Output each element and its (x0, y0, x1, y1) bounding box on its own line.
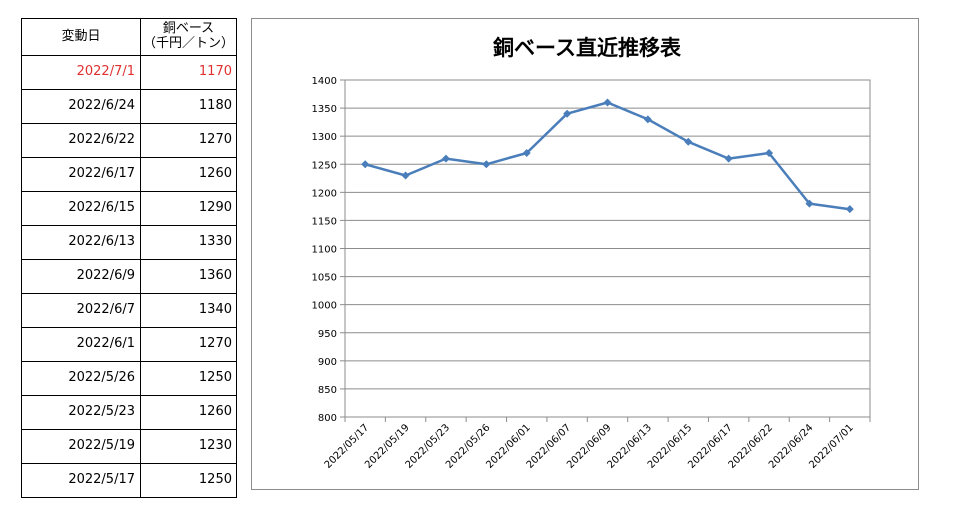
y-tick-label: 1100 (312, 245, 337, 256)
data-point (522, 149, 531, 158)
header-price-line2: （千円／トン） (143, 36, 235, 51)
y-tick-label: 1400 (312, 76, 337, 87)
y-tick-label: 950 (318, 329, 337, 340)
row-price: 1260 (140, 157, 237, 192)
table-row: 2022/7/1 1170 (21, 55, 237, 90)
table-row: 2022/6/22 1270 (21, 123, 237, 158)
row-price: 1330 (140, 225, 237, 260)
row-date: 2022/6/22 (21, 123, 141, 158)
row-price: 1270 (140, 327, 237, 362)
header-price: 銅ベース （千円／トン） (140, 18, 237, 56)
header-date: 変動日 (21, 18, 141, 56)
table-row: 2022/5/19 1230 (21, 429, 237, 464)
row-price: 1170 (140, 55, 237, 90)
table-row: 2022/6/17 1260 (21, 157, 237, 192)
y-tick-label: 850 (318, 385, 337, 396)
row-date: 2022/5/19 (21, 429, 141, 464)
y-axis: 800 850 900 950 1000 1050 1100 1150 1200 1250 1300… (312, 76, 337, 424)
row-date: 2022/5/26 (21, 361, 141, 396)
data-point (724, 154, 733, 163)
y-tick-label: 800 (318, 413, 337, 424)
row-price: 1250 (140, 361, 237, 396)
table-row: 2022/6/1 1270 (21, 327, 237, 362)
row-date: 2022/6/9 (21, 259, 141, 294)
grid-lines (340, 79, 871, 422)
row-price: 1260 (140, 395, 237, 430)
table-row: 2022/6/7 1340 (21, 293, 237, 328)
data-point (603, 98, 612, 107)
data-point (765, 149, 774, 158)
row-date: 2022/6/15 (21, 191, 141, 226)
table-row: 2022/5/17 1250 (21, 463, 237, 498)
x-axis: 2022/05/172022/05/192022/05/232022/05/26… (323, 422, 856, 471)
y-tick-label: 1350 (312, 104, 337, 115)
row-date: 2022/6/13 (21, 225, 141, 260)
table-row: 2022/6/24 1180 (21, 89, 237, 124)
series-line (364, 101, 850, 211)
data-point (361, 160, 370, 169)
data-point (684, 137, 693, 146)
data-point (845, 205, 854, 214)
row-date: 2022/5/17 (21, 463, 141, 498)
row-price: 1340 (140, 293, 237, 328)
line-chart: 銅ベース直近推移表 800 850 900 950 1000 1050 1100 1150 12… (312, 36, 871, 471)
row-date: 2022/5/23 (21, 395, 141, 430)
y-tick-label: 1050 (312, 273, 337, 284)
table-row: 2022/5/23 1260 (21, 395, 237, 430)
row-price: 1290 (140, 191, 237, 226)
row-price: 1180 (140, 89, 237, 124)
row-date: 2022/7/1 (21, 55, 141, 90)
table-row: 2022/5/26 1250 (21, 361, 237, 396)
row-date: 2022/6/24 (21, 89, 141, 124)
row-price: 1230 (140, 429, 237, 464)
price-table: 変動日 銅ベース （千円／トン） 2022/7/1 1170 2022/6/24 11… (21, 18, 237, 498)
data-point (441, 154, 450, 163)
row-price: 1250 (140, 463, 237, 498)
y-tick-label: 1250 (312, 160, 337, 171)
table-row: 2022/6/15 1290 (21, 191, 237, 226)
y-tick-label: 1000 (312, 301, 337, 312)
y-tick-label: 1300 (312, 132, 337, 143)
row-price: 1360 (140, 259, 237, 294)
data-point (805, 199, 814, 208)
data-point (563, 109, 572, 118)
row-date: 2022/6/7 (21, 293, 141, 328)
header-price-line1: 銅ベース (162, 21, 215, 37)
y-tick-label: 1150 (312, 216, 337, 227)
chart-title: 銅ベース直近推移表 (493, 36, 682, 60)
table-row: 2022/6/13 1330 (21, 225, 237, 260)
row-date: 2022/6/1 (21, 327, 141, 362)
data-point (401, 171, 410, 180)
series (361, 98, 854, 214)
row-date: 2022/6/17 (21, 157, 141, 192)
y-tick-label: 1200 (312, 188, 337, 199)
data-point (482, 160, 491, 169)
data-point (643, 115, 652, 124)
y-tick-label: 900 (318, 357, 337, 368)
chart-area: 銅ベース直近推移表 800 850 900 950 1000 1050 1100 1150 12… (251, 18, 919, 490)
table-row: 2022/6/9 1360 (21, 259, 237, 294)
row-price: 1270 (140, 123, 237, 158)
table-header-row: 変動日 銅ベース （千円／トン） (21, 18, 237, 56)
